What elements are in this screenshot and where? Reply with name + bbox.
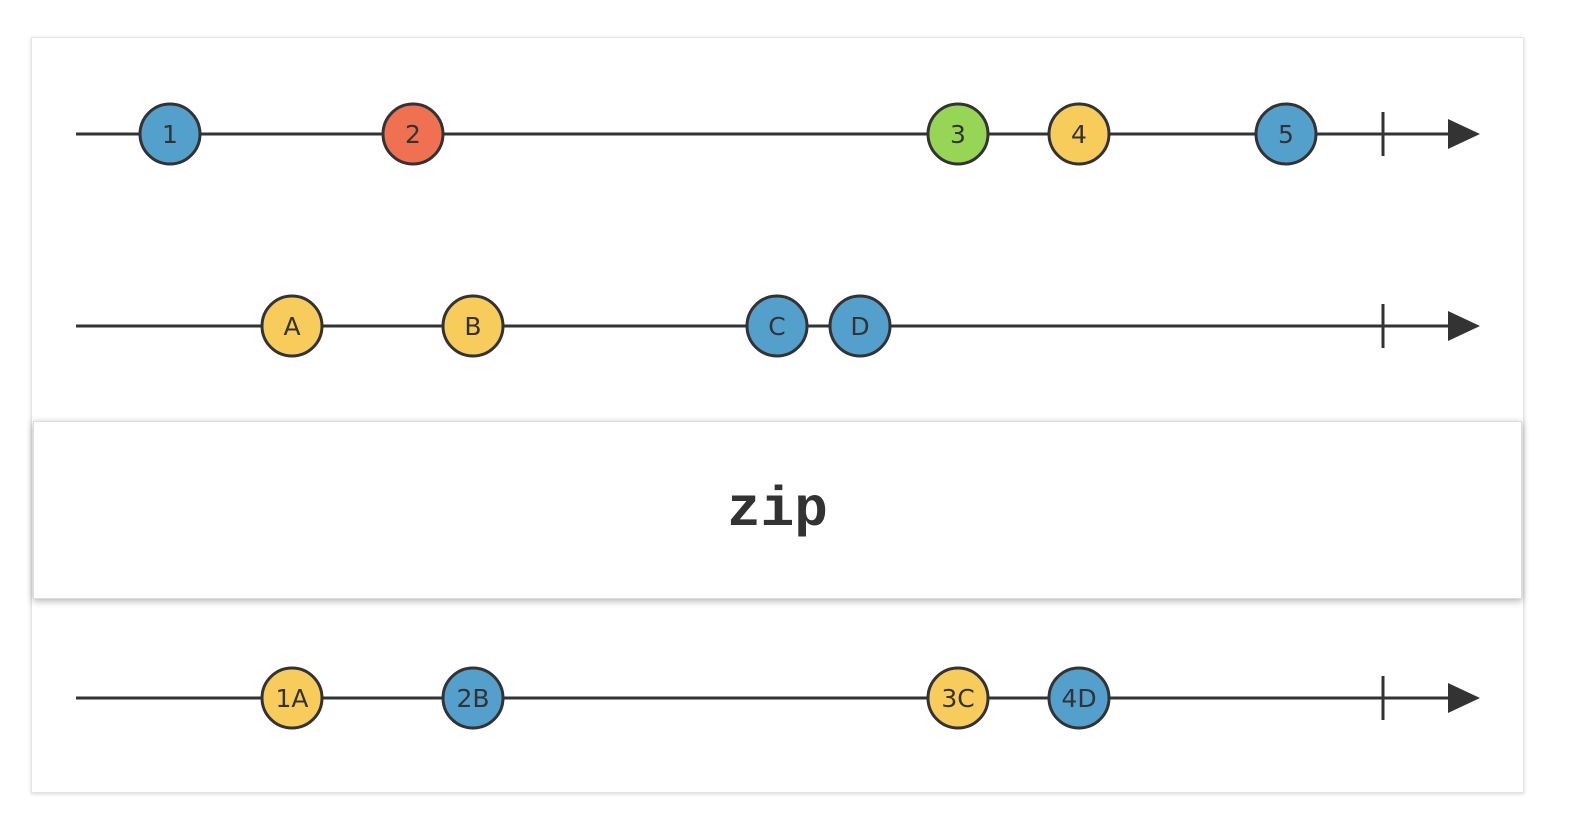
marble: 4D — [1047, 666, 1111, 730]
marble: D — [828, 294, 892, 358]
marble-label: 5 — [1278, 120, 1294, 149]
marble-circle — [828, 294, 892, 358]
marble-circle — [1254, 102, 1318, 166]
marble-label: 4D — [1061, 684, 1096, 713]
operator-label: zip — [727, 478, 828, 542]
marble: 5 — [1254, 102, 1318, 166]
marble-circle — [745, 294, 809, 358]
marble: 1 — [138, 102, 202, 166]
marble: 3C — [926, 666, 990, 730]
marble-circle — [138, 102, 202, 166]
marble-circle — [926, 102, 990, 166]
marble-circle — [1047, 102, 1111, 166]
marble-label: 1A — [275, 684, 308, 713]
marble-circle — [260, 294, 324, 358]
output-stream: 1A 2B 3C 4D — [76, 666, 1480, 730]
marble-label: 2 — [405, 120, 421, 149]
marble: 1A — [260, 666, 324, 730]
timeline-arrow — [1448, 683, 1480, 713]
marble-label: 3C — [941, 684, 974, 713]
marble: 4 — [1047, 102, 1111, 166]
marble-circle — [1047, 666, 1111, 730]
operator-box: zip — [33, 421, 1522, 599]
marble: 2 — [381, 102, 445, 166]
marble: B — [441, 294, 505, 358]
marble: A — [260, 294, 324, 358]
timeline-arrow — [1448, 119, 1480, 149]
marble-label: 1 — [162, 120, 178, 149]
marble-circle — [441, 294, 505, 358]
input-stream-2: A B C D — [76, 294, 1480, 358]
marble-label: B — [464, 312, 481, 341]
marble-circle — [441, 666, 505, 730]
marble-label: C — [768, 312, 785, 341]
marble-circle — [260, 666, 324, 730]
marble-label: 4 — [1071, 120, 1087, 149]
marble: C — [745, 294, 809, 358]
marble: 2B — [441, 666, 505, 730]
marble-circle — [381, 102, 445, 166]
input-stream-1: 1 2 3 4 5 — [76, 102, 1480, 166]
marble-label: A — [283, 312, 300, 341]
marble-circle — [926, 666, 990, 730]
timeline-arrow — [1448, 311, 1480, 341]
marble-label: 2B — [456, 684, 489, 713]
marble-label: D — [850, 312, 869, 341]
marble: 3 — [926, 102, 990, 166]
marble-label: 3 — [950, 120, 966, 149]
